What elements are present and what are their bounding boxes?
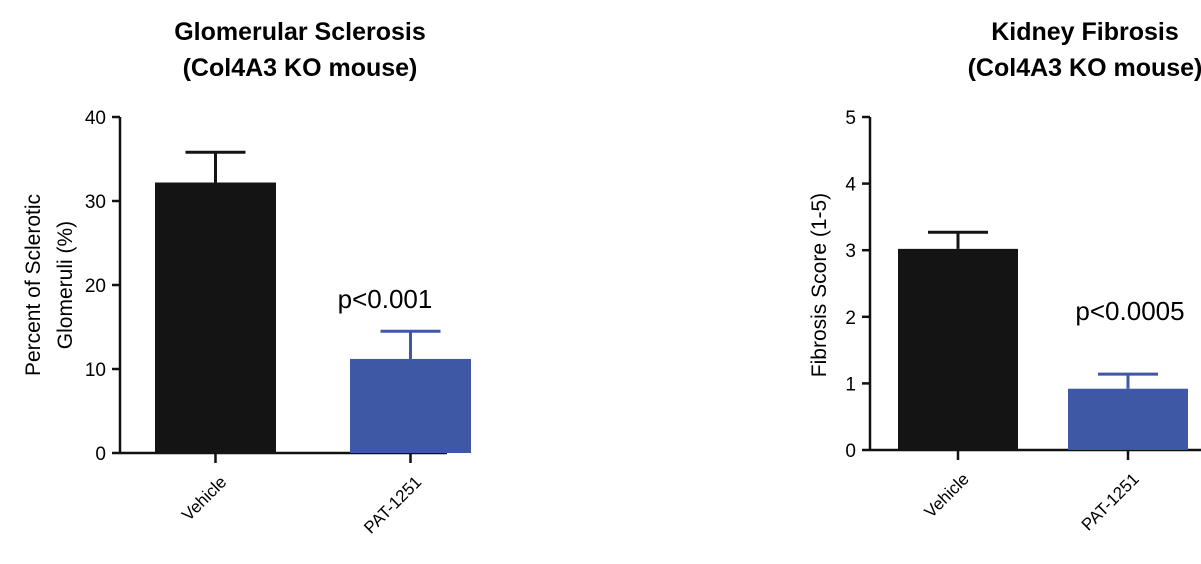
y-tick-label: 20 (85, 276, 106, 297)
y-tick-label: 2 (845, 308, 856, 329)
bar (898, 248, 1018, 450)
y-tick-label: 40 (85, 108, 106, 129)
y-tick-label: 10 (85, 360, 106, 381)
y-tick-label: 1 (845, 374, 856, 395)
y-axis-label: Glomeruli (%) (54, 221, 77, 349)
y-axis-label: Fibrosis Score (1-5) (808, 193, 831, 377)
y-axis-label: Percent of Sclerotic (22, 194, 45, 376)
y-tick-label: 5 (845, 108, 856, 129)
bar (350, 358, 471, 453)
chart-title: (Col4A3 KO mouse) (183, 54, 418, 82)
bar (1068, 388, 1188, 450)
y-tick-label: 3 (845, 241, 856, 262)
p-value-annotation: p<0.001 (338, 284, 433, 314)
x-tick-label: Vehicle (921, 469, 973, 521)
p-value-annotation: p<0.0005 (1075, 296, 1184, 326)
chart-title: Glomerular Sclerosis (174, 18, 426, 46)
x-tick-label: PAT-1251 (1078, 469, 1143, 534)
chart-title: (Col4A3 KO mouse) (968, 54, 1201, 82)
y-tick-label: 30 (85, 192, 106, 213)
chart-title: Kidney Fibrosis (991, 18, 1179, 46)
y-tick-label: 0 (95, 444, 106, 465)
bar (155, 182, 276, 453)
x-tick-label: PAT-1251 (360, 472, 425, 537)
y-tick-label: 0 (845, 441, 856, 462)
y-tick-label: 4 (845, 175, 856, 196)
x-tick-label: Vehicle (178, 472, 230, 524)
